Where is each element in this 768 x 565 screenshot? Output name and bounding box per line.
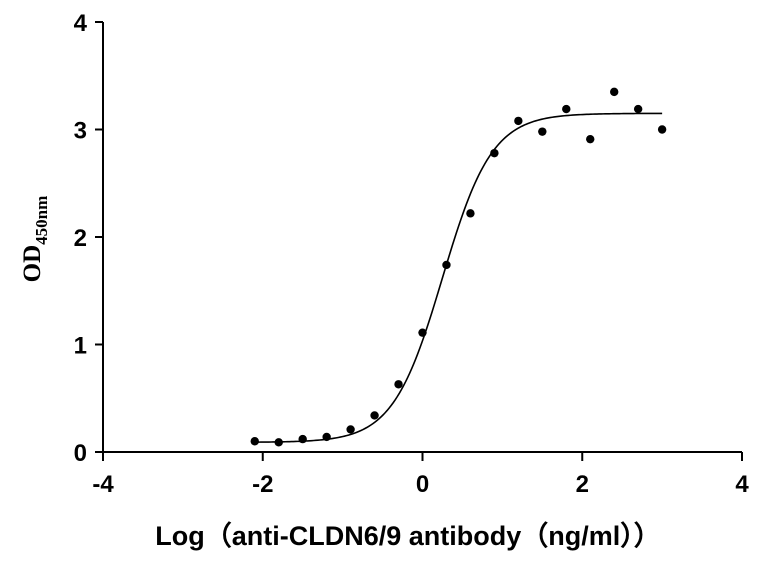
y-tick-label: 1 [74, 333, 87, 360]
data-point [586, 134, 595, 144]
x-tick-label: 4 [735, 471, 749, 498]
data-point [274, 438, 283, 447]
data-point [346, 425, 355, 434]
data-point [562, 104, 571, 114]
data-point [466, 209, 475, 218]
x-axis-ticks: -4 -2 0 2 4 [92, 452, 749, 498]
data-point [394, 380, 403, 389]
data-point [538, 127, 547, 136]
y-axis-title: OD450nm [19, 196, 51, 283]
x-tick-label: 0 [416, 471, 429, 498]
data-point [322, 432, 331, 442]
data-point [514, 116, 523, 126]
y-tick-label: 3 [74, 118, 87, 145]
x-tick-label: -4 [92, 471, 114, 498]
y-axis-title-main: OD [19, 245, 46, 283]
y-tick-label: 0 [74, 440, 87, 467]
x-tick-label: -2 [252, 471, 273, 498]
y-axis-ticks: 0 1 2 3 4 [74, 10, 103, 467]
y-tick-label: 4 [74, 10, 88, 37]
data-point [610, 87, 619, 97]
data-point [633, 104, 643, 114]
data-point [657, 125, 667, 134]
x-axis-title: Log（anti-CLDN6/9 antibody（ng/ml）） [155, 521, 661, 551]
data-point [490, 148, 499, 158]
data-point [370, 411, 379, 420]
y-axis-title-subscript: 450nm [32, 196, 51, 245]
fit-curve [254, 112, 663, 443]
data-point [442, 260, 451, 270]
axes: 0 1 2 3 4 -4 -2 0 2 4 [74, 10, 750, 498]
data-points [250, 87, 667, 447]
x-tick-label: 2 [576, 471, 589, 498]
data-point [418, 328, 427, 337]
data-point [298, 434, 307, 444]
data-point [250, 437, 259, 446]
y-tick-label: 2 [74, 225, 87, 252]
